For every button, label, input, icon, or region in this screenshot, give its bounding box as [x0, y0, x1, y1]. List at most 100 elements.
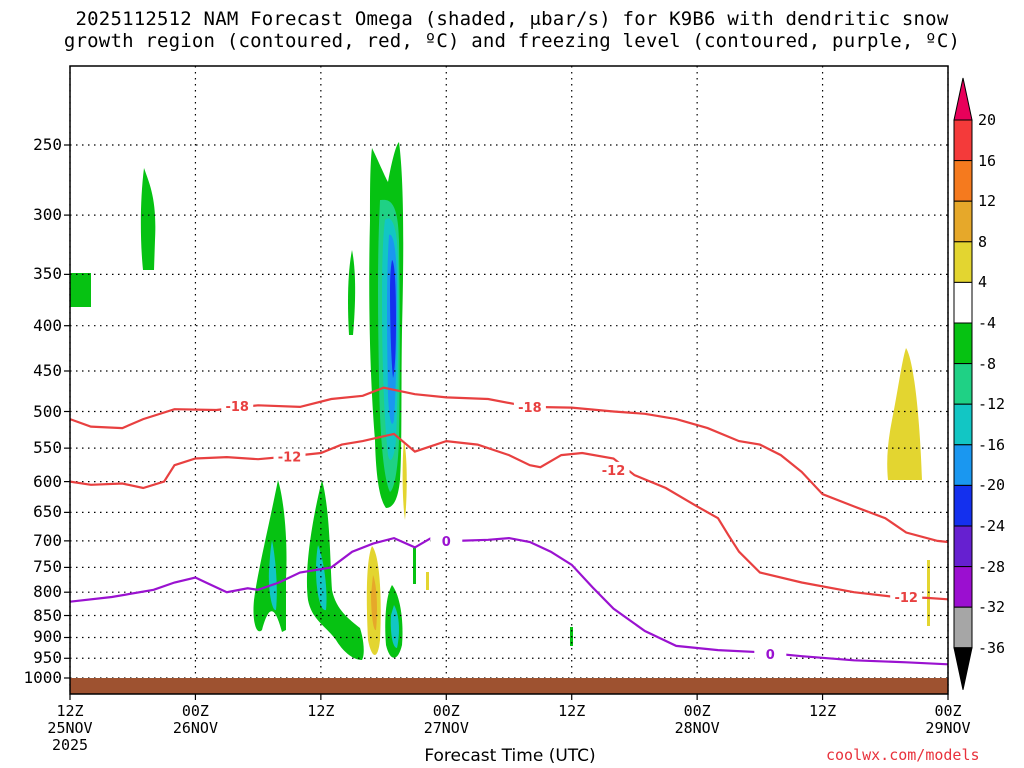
x-tick-label: 00Z — [181, 702, 209, 720]
colorbar-swatch — [953, 119, 973, 162]
colorbar-label: -8 — [978, 354, 997, 373]
colorbar-cap-top — [953, 77, 973, 121]
x-tick-day: 27NOV — [423, 719, 469, 737]
contour-label-bg — [890, 588, 923, 604]
colorbar-label: -24 — [978, 517, 1006, 535]
x-tick-label: 00Z — [934, 702, 962, 720]
colorbar-swatch — [953, 363, 973, 405]
contour-label: -18 — [518, 401, 542, 416]
contour-label-bg — [754, 646, 787, 662]
y-tick-label: 400 — [33, 315, 62, 335]
omega-region-yellow-2 — [402, 440, 407, 520]
omega-region-green-left — [70, 273, 91, 307]
y-tick-label: 600 — [33, 471, 62, 491]
contour-label: -12 — [894, 591, 918, 606]
y-tick-label: 1000 — [23, 668, 62, 687]
plot-frame — [69, 65, 949, 695]
omega-region-column-darkblue — [390, 260, 396, 378]
omega-region-orange-1 — [371, 575, 377, 631]
x-axis-label: Forecast Time (UTC) — [424, 746, 596, 766]
plot-area — [70, 66, 948, 694]
y-tick-label: 550 — [33, 438, 62, 458]
omega-region-yellow-4 — [887, 348, 922, 480]
chart-title-line1: 2025112512 NAM Forecast Omega (shaded, μ… — [75, 8, 949, 30]
x-tick-day: 25NOV — [47, 719, 93, 737]
y-tick-label: 500 — [33, 401, 62, 421]
colorbar-swatch — [953, 606, 973, 649]
y-tick-label: 650 — [33, 502, 62, 522]
contour-label-bg — [273, 448, 306, 464]
contour-label-bg — [597, 461, 630, 477]
y-tick-label: 750 — [33, 557, 62, 577]
colorbar-swatch — [953, 200, 973, 243]
colorbar-label: -36 — [978, 638, 1006, 657]
omega-region-green-1 — [140, 168, 156, 270]
contour-label-bg — [513, 398, 546, 414]
y-tick-label: 800 — [33, 582, 62, 602]
omega-region-green-2 — [348, 250, 356, 335]
colorbar-swatch — [953, 160, 973, 202]
omega-region-low-teal-2 — [316, 545, 327, 611]
colorbar-label: 8 — [978, 232, 988, 251]
y-tick-label: 950 — [33, 648, 62, 668]
colorbar-label: 4 — [978, 273, 988, 292]
ground-terrain-top — [70, 678, 948, 694]
x-tick-day: 26NOV — [172, 719, 218, 737]
omega-region-yellow-3 — [426, 572, 429, 590]
colorbar-label: -4 — [978, 314, 997, 332]
y-tick-label: 850 — [33, 605, 62, 625]
omega-region-green-small — [413, 548, 416, 584]
colorbar-label: 16 — [978, 151, 997, 170]
omega-region-yellow-5 — [927, 560, 930, 626]
contour-label-bg — [430, 532, 463, 548]
contour-label: -18 — [225, 400, 249, 415]
omega-shading — [70, 142, 930, 660]
colorbar-label: 12 — [978, 192, 997, 211]
contour-label: -12 — [278, 450, 302, 465]
y-tick-label: 300 — [33, 205, 62, 225]
x-tick-label: 12Z — [558, 702, 586, 720]
colorbar — [953, 77, 973, 690]
y-tick-label: 350 — [33, 264, 62, 284]
colorbar-label: -20 — [978, 476, 1006, 495]
colorbar-swatch — [953, 403, 973, 446]
x-tick-day: 28NOV — [674, 719, 720, 737]
colorbar-label: -28 — [978, 557, 1006, 576]
x-tick-day: 29NOV — [925, 719, 971, 737]
contour-label: -12 — [602, 464, 626, 479]
chart-title-line2: growth region (contoured, red, ºC) and f… — [63, 30, 961, 52]
y-tick-label: 250 — [33, 135, 62, 154]
x-tick-label: 12Z — [809, 702, 837, 720]
y-tick-label: 700 — [33, 530, 62, 550]
y-tick-label: 450 — [33, 360, 62, 380]
colorbar-label: -16 — [978, 435, 1006, 454]
x-tick-label: 12Z — [56, 702, 84, 720]
y-tick-label: 900 — [33, 627, 62, 647]
colorbar-swatch — [953, 566, 973, 608]
colorbar-swatch — [953, 484, 973, 527]
colorbar-label: 20 — [978, 111, 997, 129]
colorbar-cap-bottom — [953, 647, 973, 690]
colorbar-swatch — [953, 444, 973, 486]
omega-region-low-teal-3 — [390, 605, 399, 648]
credit-link[interactable]: coolwx.com/models — [826, 746, 980, 764]
x-tick-label: 00Z — [683, 702, 711, 720]
grid — [69, 66, 949, 694]
contour-line-2 — [70, 432, 948, 601]
omega-region-low-green-2 — [306, 480, 364, 660]
colorbar-swatch — [953, 322, 973, 365]
contour-label: 0 — [442, 535, 451, 550]
colorbar-swatch — [953, 241, 973, 283]
contour-label: 0 — [766, 648, 775, 663]
contour-label-bg — [221, 398, 254, 414]
omega-region-low-green-1 — [253, 480, 287, 632]
colorbar-label: -12 — [978, 395, 1006, 414]
x-tick-year: 2025 — [51, 736, 89, 754]
x-tick-label: 12Z — [307, 702, 335, 720]
x-tick-label: 00Z — [432, 702, 460, 720]
contour-line-0 — [70, 386, 948, 544]
colorbar-swatch — [953, 281, 973, 324]
colorbar-label: -32 — [978, 598, 1006, 617]
colorbar-swatch — [953, 525, 973, 568]
